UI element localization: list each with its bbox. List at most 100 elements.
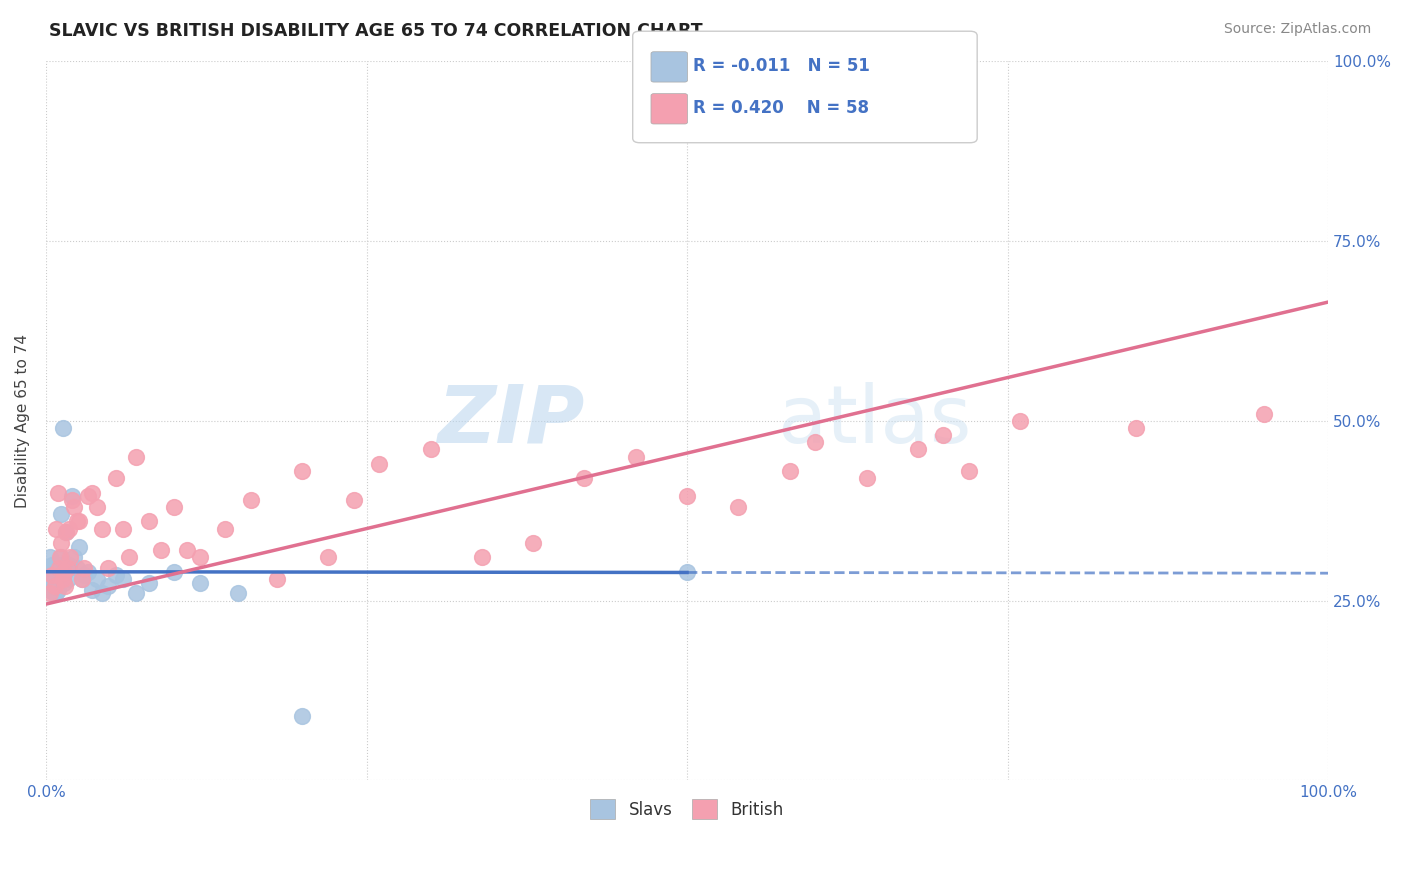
- Point: [676, 565, 699, 579]
- Point: [471, 550, 494, 565]
- Point: [727, 500, 749, 514]
- Legend: Slavs, British: Slavs, British: [583, 792, 790, 826]
- Text: Source: ZipAtlas.com: Source: ZipAtlas.com: [1223, 22, 1371, 37]
- Point: [56, 572, 79, 586]
- Point: [574, 471, 596, 485]
- Point: [77, 489, 100, 503]
- Point: [291, 464, 314, 478]
- Point: [77, 565, 100, 579]
- Point: [44, 575, 66, 590]
- Point: [176, 543, 198, 558]
- Point: [804, 435, 827, 450]
- Point: [55, 525, 77, 540]
- Point: [42, 572, 65, 586]
- Point: [45, 579, 67, 593]
- Point: [53, 565, 76, 579]
- Point: [46, 572, 69, 586]
- Point: [51, 507, 73, 521]
- Point: [56, 561, 79, 575]
- Point: [49, 568, 72, 582]
- Point: [522, 536, 544, 550]
- Point: [60, 489, 83, 503]
- Point: [42, 586, 65, 600]
- Point: [188, 575, 211, 590]
- Point: [1010, 414, 1032, 428]
- Point: [58, 522, 80, 536]
- Point: [70, 572, 93, 586]
- Point: [96, 561, 118, 575]
- Point: [138, 575, 160, 590]
- Point: [38, 550, 60, 565]
- Point: [41, 558, 63, 572]
- Point: [46, 582, 69, 597]
- Point: [96, 579, 118, 593]
- Point: [39, 561, 62, 575]
- Point: [779, 464, 801, 478]
- Point: [58, 558, 80, 572]
- Point: [45, 586, 67, 600]
- Point: [52, 572, 75, 586]
- Point: [419, 442, 441, 457]
- Point: [1125, 421, 1147, 435]
- Point: [38, 568, 60, 582]
- Point: [111, 522, 134, 536]
- Point: [125, 450, 148, 464]
- Point: [51, 536, 73, 550]
- Point: [63, 500, 86, 514]
- Point: [39, 579, 62, 593]
- Point: [66, 515, 89, 529]
- Point: [44, 568, 66, 582]
- Point: [55, 525, 77, 540]
- Text: R = 0.420    N = 58: R = 0.420 N = 58: [693, 99, 869, 117]
- Point: [907, 442, 929, 457]
- Point: [368, 457, 391, 471]
- Point: [624, 450, 647, 464]
- Point: [67, 515, 90, 529]
- Point: [38, 582, 60, 597]
- Point: [163, 500, 186, 514]
- Point: [125, 586, 148, 600]
- Point: [38, 572, 60, 586]
- Point: [1253, 407, 1275, 421]
- Point: [44, 579, 66, 593]
- Point: [52, 575, 75, 590]
- Point: [105, 471, 128, 485]
- Point: [138, 515, 160, 529]
- Point: [41, 565, 63, 579]
- Point: [51, 550, 73, 565]
- Text: ZIP: ZIP: [437, 382, 585, 459]
- Text: SLAVIC VS BRITISH DISABILITY AGE 65 TO 74 CORRELATION CHART: SLAVIC VS BRITISH DISABILITY AGE 65 TO 7…: [49, 22, 703, 40]
- Point: [150, 543, 173, 558]
- Point: [41, 568, 63, 582]
- Point: [855, 471, 877, 485]
- Point: [37, 561, 59, 575]
- Point: [91, 586, 114, 600]
- Point: [48, 575, 70, 590]
- Point: [86, 500, 108, 514]
- Text: R = -0.011   N = 51: R = -0.011 N = 51: [693, 57, 870, 75]
- Point: [266, 572, 288, 586]
- Point: [73, 568, 96, 582]
- Y-axis label: Disability Age 65 to 74: Disability Age 65 to 74: [15, 334, 30, 508]
- Point: [91, 522, 114, 536]
- Point: [86, 572, 108, 586]
- Point: [82, 582, 104, 597]
- Point: [73, 561, 96, 575]
- Point: [38, 586, 60, 600]
- Point: [67, 540, 90, 554]
- Point: [676, 489, 699, 503]
- Point: [214, 522, 236, 536]
- Point: [70, 572, 93, 586]
- Point: [105, 568, 128, 582]
- Point: [52, 421, 75, 435]
- Point: [163, 565, 186, 579]
- Text: atlas: atlas: [776, 382, 972, 459]
- Point: [60, 492, 83, 507]
- Point: [45, 561, 67, 575]
- Point: [48, 561, 70, 575]
- Point: [63, 550, 86, 565]
- Point: [53, 579, 76, 593]
- Point: [316, 550, 339, 565]
- Point: [226, 586, 249, 600]
- Point: [52, 565, 75, 579]
